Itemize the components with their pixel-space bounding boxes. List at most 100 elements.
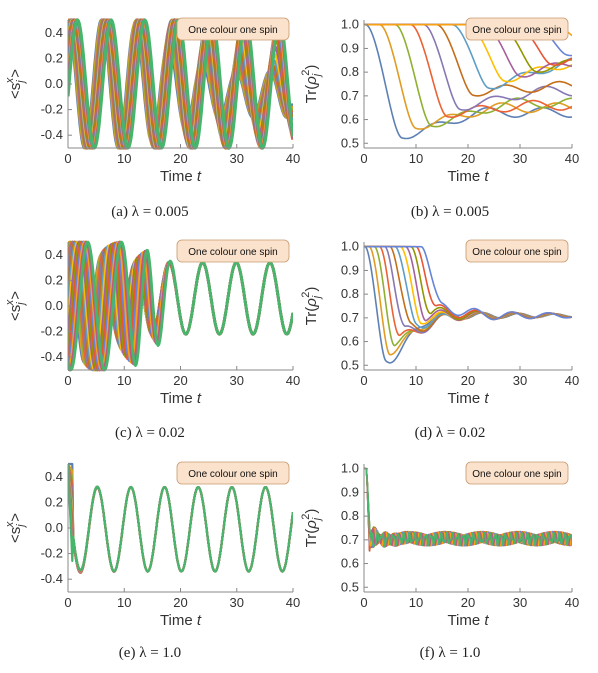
y-axis-label-part: j bbox=[311, 73, 323, 78]
x-axis-label-variable: t bbox=[484, 390, 489, 407]
x-tick-label: 30 bbox=[513, 151, 527, 166]
x-tick-label: 10 bbox=[117, 595, 131, 610]
y-tick-label: 0.9 bbox=[341, 40, 359, 55]
y-axis-label-part: ) bbox=[303, 65, 320, 70]
y-axis-label-part: x bbox=[4, 77, 16, 84]
y-axis-label-part: <s bbox=[7, 527, 24, 543]
x-tick-label: 0 bbox=[360, 373, 367, 388]
x-tick-label: 20 bbox=[461, 595, 475, 610]
plot-area bbox=[364, 23, 572, 140]
y-tick-label: 0.6 bbox=[341, 112, 359, 127]
series-line bbox=[364, 23, 572, 130]
x-tick-label: 30 bbox=[230, 373, 244, 388]
y-axis-label-part: Tr( bbox=[303, 529, 320, 548]
legend-box bbox=[465, 239, 569, 263]
caption-d: (d) λ = 0.02 bbox=[415, 425, 486, 441]
y-axis-label-part: 2 bbox=[300, 292, 312, 298]
y-tick-label: 0.2 bbox=[45, 272, 63, 287]
y-tick-label: -0.2 bbox=[41, 546, 63, 561]
x-axis-label-word: Time bbox=[160, 390, 197, 407]
panel-a: 0 10 20 30 40 0.4 0.2 0.0 -0.2 -0.4 Time t <sjx> One… bbox=[4, 17, 300, 185]
x-axis-label: Time t bbox=[160, 612, 202, 629]
y-axis-label: <sjx> bbox=[4, 513, 27, 543]
y-tick-label: 0.5 bbox=[341, 579, 359, 594]
caption-f: (f) λ = 1.0 bbox=[420, 645, 481, 661]
y-tick-label: 0.0 bbox=[45, 76, 63, 91]
y-tick-label: 0.6 bbox=[341, 334, 359, 349]
y-tick-label: 1.0 bbox=[341, 17, 359, 32]
legend-text: One colour one spin bbox=[472, 469, 562, 480]
x-axis-label-word: Time bbox=[160, 168, 197, 185]
y-tick-label: -0.4 bbox=[41, 349, 63, 364]
y-tick-label: 0.8 bbox=[341, 508, 359, 523]
x-tick-label: 20 bbox=[173, 151, 187, 166]
y-axis-label-part: <s bbox=[7, 305, 24, 321]
caption-b: (b) λ = 0.005 bbox=[411, 204, 489, 220]
series-line bbox=[68, 463, 293, 573]
y-axis-label: <sjx> bbox=[4, 291, 27, 321]
series-line bbox=[364, 467, 572, 547]
x-tick-label: 0 bbox=[64, 595, 71, 610]
x-tick-label: 20 bbox=[461, 373, 475, 388]
x-axis-label-variable: t bbox=[197, 612, 202, 629]
y-axis-label-part: x bbox=[4, 521, 16, 528]
y-axis-label-part: x bbox=[4, 299, 16, 306]
x-tick-label: 30 bbox=[230, 151, 244, 166]
y-axis-label-part: j bbox=[15, 302, 27, 307]
x-axis-label-word: Time bbox=[447, 612, 484, 629]
legend-text: One colour one spin bbox=[188, 469, 278, 480]
x-tick-label: 10 bbox=[117, 373, 131, 388]
x-axis-label-variable: t bbox=[484, 612, 489, 629]
y-tick-label: -0.4 bbox=[41, 127, 63, 142]
y-tick-label: 0.9 bbox=[341, 262, 359, 277]
x-axis-label: Time t bbox=[447, 612, 489, 629]
x-tick-label: 10 bbox=[117, 151, 131, 166]
legend-text: One colour one spin bbox=[188, 247, 278, 258]
y-axis-label-part: ρ bbox=[303, 298, 320, 308]
y-axis-label-part: 2 bbox=[300, 514, 312, 520]
x-tick-label: 40 bbox=[565, 151, 579, 166]
x-axis-label: Time t bbox=[160, 390, 202, 407]
series-line bbox=[364, 467, 572, 548]
y-axis-label-part: ) bbox=[303, 287, 320, 292]
x-tick-label: 10 bbox=[409, 595, 423, 610]
x-tick-label: 40 bbox=[286, 373, 300, 388]
x-axis-label-word: Time bbox=[447, 168, 484, 185]
y-axis-label-part: j bbox=[15, 80, 27, 85]
series-line bbox=[364, 245, 572, 321]
panel-c: 0 10 20 30 40 0.4 0.2 0.0 -0.2 -0.4 Time t <sjx> One… bbox=[4, 239, 300, 407]
x-axis-label-word: Time bbox=[160, 612, 197, 629]
plot-area bbox=[364, 467, 572, 552]
panel-d: 0 10 20 30 40 1.0 0.9 0.8 0.7 0.6 0.5 Time t Tr(ρj2)… bbox=[300, 239, 579, 407]
series-line bbox=[364, 23, 572, 128]
x-tick-label: 0 bbox=[64, 151, 71, 166]
x-tick-label: 20 bbox=[461, 151, 475, 166]
x-axis-label-variable: t bbox=[197, 390, 202, 407]
y-axis-label-part: j bbox=[15, 524, 27, 529]
caption-c: (c) λ = 0.02 bbox=[115, 425, 185, 441]
y-tick-label: -0.4 bbox=[41, 571, 63, 586]
y-tick-label: 0.2 bbox=[45, 50, 63, 65]
y-axis-label: Tr(ρj2) bbox=[300, 509, 323, 548]
legend-box bbox=[176, 461, 290, 485]
x-axis-label-variable: t bbox=[484, 168, 489, 185]
legend-text: One colour one spin bbox=[472, 25, 562, 36]
x-tick-label: 0 bbox=[360, 595, 367, 610]
y-axis-label-part: ρ bbox=[303, 76, 320, 86]
x-axis-label-variable: t bbox=[197, 168, 202, 185]
caption-e: (e) λ = 1.0 bbox=[119, 645, 181, 661]
x-tick-label: 10 bbox=[409, 373, 423, 388]
x-axis-label: Time t bbox=[447, 168, 489, 185]
plot-area bbox=[364, 245, 572, 364]
y-tick-label: 0.9 bbox=[341, 484, 359, 499]
y-tick-label: 0.0 bbox=[45, 298, 63, 313]
y-axis-label-part: j bbox=[311, 517, 323, 522]
x-tick-label: 0 bbox=[64, 373, 71, 388]
y-tick-label: 0.2 bbox=[45, 494, 63, 509]
y-tick-label: 0.8 bbox=[341, 64, 359, 79]
x-tick-label: 40 bbox=[565, 595, 579, 610]
y-axis-label: <sjx> bbox=[4, 69, 27, 99]
x-tick-label: 20 bbox=[173, 595, 187, 610]
x-tick-label: 0 bbox=[360, 151, 367, 166]
legend-box bbox=[465, 17, 569, 41]
